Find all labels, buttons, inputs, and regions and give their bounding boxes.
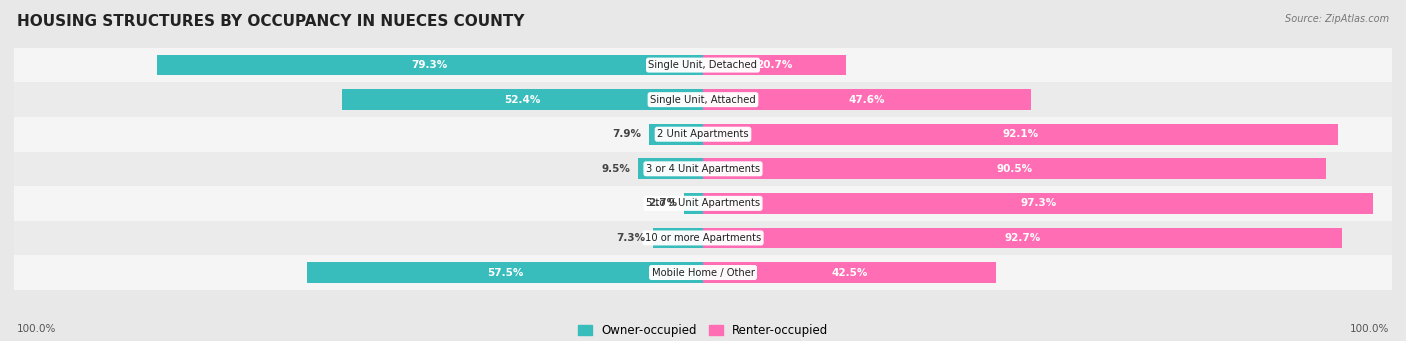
Text: 7.3%: 7.3%: [617, 233, 645, 243]
Bar: [703, 55, 845, 75]
Text: 5 to 9 Unit Apartments: 5 to 9 Unit Apartments: [645, 198, 761, 208]
Text: 92.1%: 92.1%: [1002, 129, 1038, 139]
Bar: [14, 255, 1392, 290]
Bar: [703, 227, 1341, 248]
Bar: [703, 89, 1031, 110]
Text: 2 Unit Apartments: 2 Unit Apartments: [657, 129, 749, 139]
Text: 3 or 4 Unit Apartments: 3 or 4 Unit Apartments: [645, 164, 761, 174]
Bar: [14, 48, 1392, 83]
Text: 2.7%: 2.7%: [648, 198, 678, 208]
Text: HOUSING STRUCTURES BY OCCUPANCY IN NUECES COUNTY: HOUSING STRUCTURES BY OCCUPANCY IN NUECE…: [17, 14, 524, 29]
Text: 100.0%: 100.0%: [17, 324, 56, 334]
Legend: Owner-occupied, Renter-occupied: Owner-occupied, Renter-occupied: [572, 320, 834, 341]
Text: Mobile Home / Other: Mobile Home / Other: [651, 268, 755, 278]
Bar: [342, 89, 703, 110]
Text: 92.7%: 92.7%: [1004, 233, 1040, 243]
Text: 9.5%: 9.5%: [602, 164, 631, 174]
Bar: [14, 186, 1392, 221]
Bar: [14, 221, 1392, 255]
Text: 100.0%: 100.0%: [1350, 324, 1389, 334]
Text: 90.5%: 90.5%: [997, 164, 1033, 174]
Text: 42.5%: 42.5%: [831, 268, 868, 278]
Text: 20.7%: 20.7%: [756, 60, 793, 70]
Bar: [14, 117, 1392, 151]
Bar: [307, 262, 703, 283]
Text: 7.9%: 7.9%: [613, 129, 641, 139]
Bar: [685, 193, 703, 214]
Bar: [156, 55, 703, 75]
Bar: [703, 262, 995, 283]
Text: 79.3%: 79.3%: [412, 60, 449, 70]
Bar: [14, 83, 1392, 117]
Text: 57.5%: 57.5%: [486, 268, 523, 278]
Text: 47.6%: 47.6%: [849, 95, 886, 105]
Bar: [14, 151, 1392, 186]
Text: 10 or more Apartments: 10 or more Apartments: [645, 233, 761, 243]
Text: 97.3%: 97.3%: [1019, 198, 1056, 208]
Bar: [703, 124, 1337, 145]
Bar: [652, 227, 703, 248]
Bar: [703, 159, 1326, 179]
Bar: [703, 193, 1374, 214]
Text: 52.4%: 52.4%: [505, 95, 541, 105]
Text: Single Unit, Detached: Single Unit, Detached: [648, 60, 758, 70]
Text: Single Unit, Attached: Single Unit, Attached: [650, 95, 756, 105]
Bar: [648, 124, 703, 145]
Bar: [637, 159, 703, 179]
Text: Source: ZipAtlas.com: Source: ZipAtlas.com: [1285, 14, 1389, 24]
